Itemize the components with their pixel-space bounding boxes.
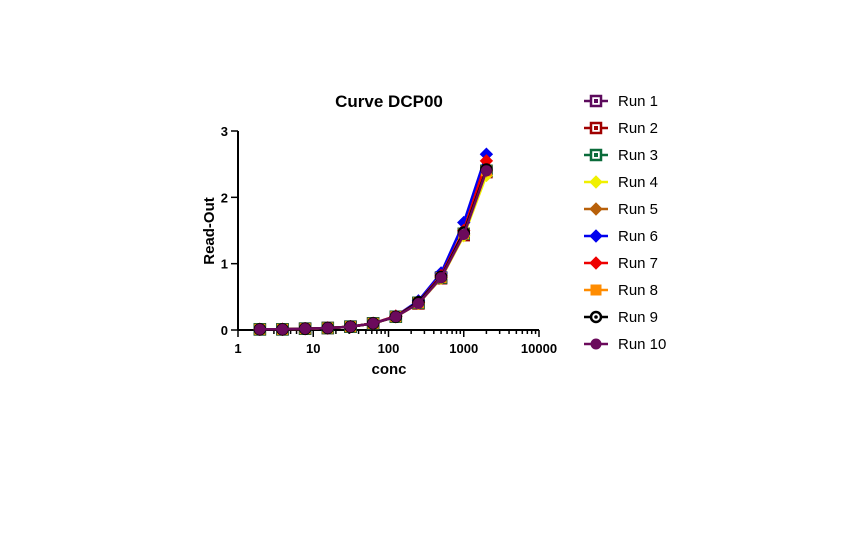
legend-item: Run 5 xyxy=(584,201,658,218)
data-point xyxy=(344,321,356,333)
data-point xyxy=(435,272,447,284)
data-point xyxy=(299,323,311,335)
data-point xyxy=(480,165,492,177)
legend-marker xyxy=(589,175,603,189)
x-tick-label: 100 xyxy=(378,341,400,356)
legend-marker-center xyxy=(594,315,598,319)
series-10 xyxy=(254,165,492,335)
y-axis-label: Read-Out xyxy=(201,197,218,265)
y-tick-label: 2 xyxy=(221,190,228,205)
plot-area xyxy=(253,147,494,337)
legend-label: Run 1 xyxy=(618,93,658,110)
legend-label: Run 8 xyxy=(618,282,658,299)
legend-item: Run 10 xyxy=(584,336,666,353)
legend-label: Run 2 xyxy=(618,120,658,137)
data-point xyxy=(322,322,334,334)
series-4 xyxy=(253,168,494,337)
x-tick-label: 10 xyxy=(306,341,320,356)
legend-label: Run 9 xyxy=(618,309,658,326)
legend-marker xyxy=(590,284,602,296)
legend-label: Run 6 xyxy=(618,228,658,245)
legend-label: Run 4 xyxy=(618,174,658,191)
legend-label: Run 3 xyxy=(618,147,658,164)
x-tick-label: 1000 xyxy=(449,341,478,356)
x-axis-label: conc xyxy=(371,361,406,378)
legend-item: Run 9 xyxy=(584,309,658,326)
y-tick-label: 1 xyxy=(221,257,228,272)
legend-marker-center xyxy=(594,99,598,103)
legend-marker xyxy=(589,256,603,270)
y-tick-label: 3 xyxy=(221,124,228,139)
legend-marker xyxy=(590,338,602,350)
legend-marker xyxy=(589,202,603,216)
x-tick-label: 1 xyxy=(234,341,241,356)
legend-item: Run 1 xyxy=(584,93,658,110)
legend-item: Run 2 xyxy=(584,120,658,137)
data-point xyxy=(367,317,379,329)
legend: Run 1 Run 2 Run 3 Run 4 Run 5 Run 6 Run 7 Run 8… xyxy=(584,93,666,353)
legend-marker xyxy=(589,229,603,243)
y-tick-label: 0 xyxy=(221,323,228,338)
legend-marker-center xyxy=(594,126,598,130)
data-point xyxy=(276,323,288,335)
legend-marker-center xyxy=(594,153,598,157)
legend-item: Run 3 xyxy=(584,147,658,164)
x-tick-label: 10000 xyxy=(521,341,557,356)
data-point xyxy=(254,323,266,335)
legend-item: Run 7 xyxy=(584,255,658,272)
legend-item: Run 4 xyxy=(584,174,658,191)
legend-item: Run 6 xyxy=(584,228,658,245)
legend-label: Run 10 xyxy=(618,336,666,353)
series-6 xyxy=(253,147,494,337)
legend-label: Run 5 xyxy=(618,201,658,218)
legend-label: Run 7 xyxy=(618,255,658,272)
series-line xyxy=(259,153,488,331)
chart-title: Curve DCP00 xyxy=(335,92,443,111)
data-point xyxy=(412,297,424,309)
data-point xyxy=(390,311,402,323)
legend-item: Run 8 xyxy=(584,282,658,299)
data-point xyxy=(458,228,470,240)
